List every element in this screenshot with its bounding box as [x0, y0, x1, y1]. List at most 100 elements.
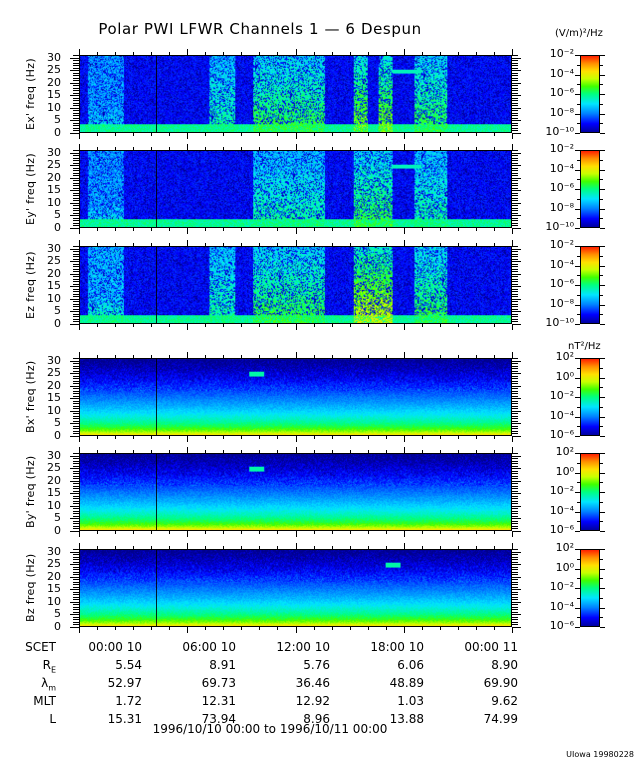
y-tick-label: 0 [54, 429, 61, 442]
x-tick-mark [476, 627, 477, 630]
y-tick-mark-minor-right [512, 113, 518, 114]
x-tick-mark [494, 243, 495, 246]
y-tick-mark-major-right [512, 133, 521, 134]
x-tick-mark [241, 324, 242, 327]
ephemeris-cell: 6.06 [397, 658, 424, 672]
ephemeris-row-label: λm [41, 676, 56, 693]
colorbar-tick-label: 10⁻¹⁰ [545, 316, 574, 329]
y-tick-mark-minor [73, 90, 79, 91]
y-tick-mark-minor-right [512, 396, 518, 397]
ephemeris-table: SCET 00:00 10 06:00 10 12:00 10 18:00 10 00:0… [0, 640, 540, 730]
x-tick-mark [350, 243, 351, 246]
colorbar-minor-tick [577, 228, 580, 229]
x-tick-mark [386, 147, 387, 150]
y-tick-label: 10 [47, 403, 61, 417]
colorbar-minor-tick-right [600, 436, 603, 437]
x-tick-mark [314, 147, 315, 150]
y-tick-mark-major-right [512, 468, 521, 469]
colorbar-tick-label: 10⁻² [549, 389, 574, 402]
x-tick-mark [97, 355, 98, 358]
y-tick-mark-minor-right [512, 609, 518, 610]
y-tick-mark-minor-right [512, 567, 518, 568]
y-tick-mark-major [70, 215, 79, 216]
y-tick-mark-minor-right [512, 501, 518, 502]
y-tick-mark-major [70, 286, 79, 287]
x-tick-mark [79, 240, 80, 246]
x-tick-mark [404, 543, 405, 549]
y-tick-mark-minor-right [512, 413, 518, 414]
x-tick-mark [332, 436, 333, 439]
y-tick-label: 15 [47, 279, 61, 293]
ephemeris-cell: 1.03 [397, 694, 424, 708]
x-tick-mark [476, 52, 477, 55]
x-tick-mark [314, 627, 315, 630]
y-tick-mark-minor-right [512, 271, 518, 272]
colorbar-minor-tick [577, 417, 580, 418]
x-tick-mark [133, 147, 134, 150]
y-tick-mark-minor [73, 65, 79, 66]
y-tick-mark-minor [73, 498, 79, 499]
y-tick-mark-minor [73, 366, 79, 367]
x-tick-mark [296, 543, 297, 549]
x-tick-mark [458, 531, 459, 534]
y-tick-mark-minor-right [512, 401, 518, 402]
x-tick-mark [368, 52, 369, 55]
colorbar-ez: 10⁻² 10⁻⁴ 10⁻⁶ 10⁻⁸ 10⁻¹⁰ [545, 239, 605, 328]
y-tick-mark-minor-right [512, 185, 518, 186]
colorbar-minor-tick [577, 104, 580, 105]
y-tick-mark-minor [73, 579, 79, 580]
ephemeris-cell: 5.76 [303, 658, 330, 672]
ephemeris-cell: 12:00 10 [276, 640, 330, 654]
ephemeris-cell: 13.88 [389, 712, 424, 726]
y-tick-mark-major-right [512, 456, 521, 457]
x-tick-mark [79, 352, 80, 358]
y-tick-mark-major-right [512, 228, 521, 229]
y-tick-mark-minor [73, 225, 79, 226]
colorbar-minor-tick-right [600, 285, 603, 286]
x-tick-mark [332, 627, 333, 630]
colorbar-ey: 10⁻² 10⁻⁴ 10⁻⁶ 10⁻⁸ 10⁻¹⁰ [545, 143, 605, 232]
ephemeris-cell: 69.73 [201, 676, 236, 690]
colorbar-tick-label: 10⁻² [549, 238, 574, 251]
x-tick-mark [205, 531, 206, 534]
y-tick-mark-minor-right [512, 523, 518, 524]
y-tick-mark-minor [73, 393, 79, 394]
y-tick-mark-minor [73, 304, 79, 305]
y-tick-label: 20 [47, 473, 61, 487]
x-tick-mark [440, 546, 441, 549]
y-tick-mark-minor-right [512, 304, 518, 305]
y-tick-mark-major [70, 153, 79, 154]
x-tick-mark [332, 450, 333, 453]
y-tick-mark-minor-right [512, 321, 518, 322]
x-tick-mark [512, 352, 513, 358]
x-tick-mark [187, 49, 188, 55]
y-tick-mark-minor-right [512, 296, 518, 297]
x-tick-mark [494, 546, 495, 549]
y-tick-mark-minor [73, 55, 79, 56]
x-tick-mark [368, 133, 369, 136]
ephemeris-cell: 5.54 [115, 658, 142, 672]
colorbar-gradient [580, 549, 600, 627]
colorbar-tick-label: 10⁻¹⁰ [545, 220, 574, 233]
colorbar-tick-label: 10⁻⁴ [549, 161, 574, 175]
x-tick-mark [97, 133, 98, 136]
y-tick-mark-minor-right [512, 511, 518, 512]
x-tick-mark [241, 531, 242, 534]
colorbar-minor-tick [577, 608, 580, 609]
x-tick-mark [332, 243, 333, 246]
x-tick-mark [97, 324, 98, 327]
y-tick-label: 10 [47, 291, 61, 305]
y-tick-label: 10 [47, 100, 61, 114]
x-tick-mark [368, 147, 369, 150]
y-tick-mark-minor [73, 100, 79, 101]
spectrogram-panel-ey [79, 150, 512, 228]
y-tick-mark-minor [73, 218, 79, 219]
colorbar-minor-tick-right [600, 104, 603, 105]
x-tick-mark [97, 531, 98, 534]
y-tick-mark-major-right [512, 552, 521, 553]
y-tick-mark-minor-right [512, 160, 518, 161]
y-tick-mark-minor [73, 413, 79, 414]
colorbar-tick-label: 10⁻⁶ [549, 181, 574, 194]
y-tick-mark-minor-right [512, 100, 518, 101]
colorbar-minor-tick [577, 285, 580, 286]
